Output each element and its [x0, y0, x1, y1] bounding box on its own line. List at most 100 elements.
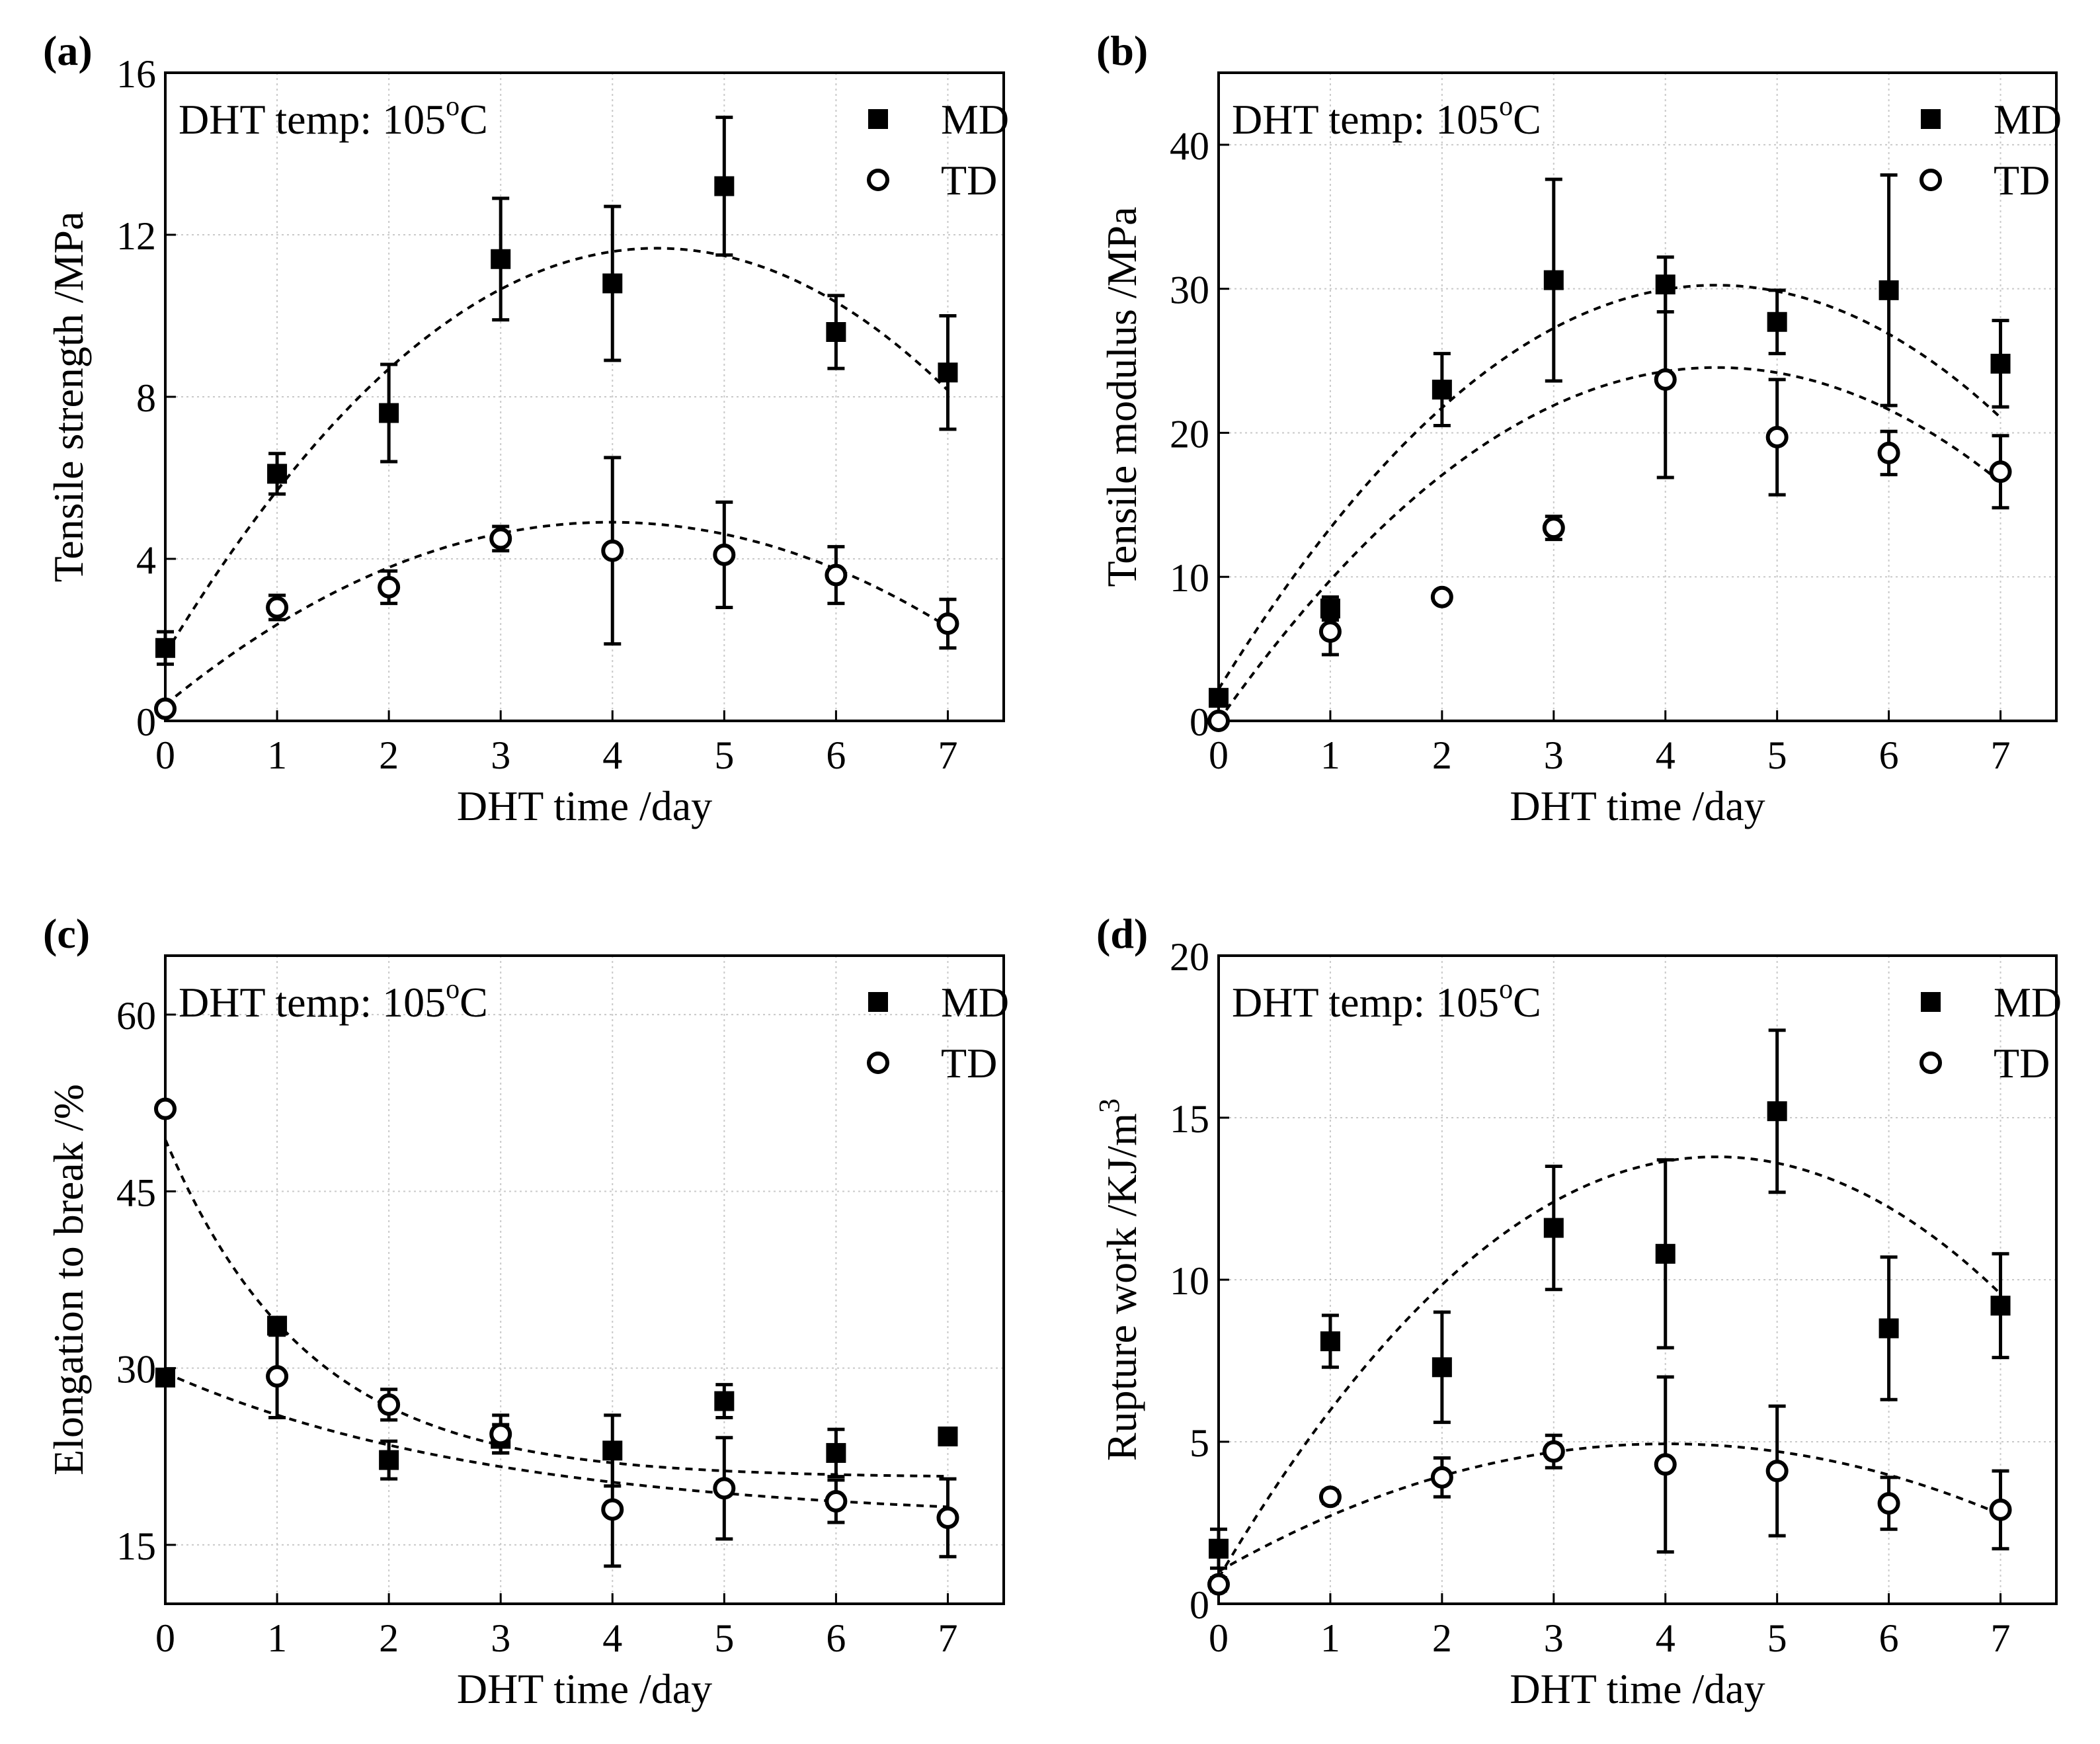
legend-marker-TD — [867, 169, 889, 191]
y-tick-label: 45 — [116, 1171, 156, 1214]
data-point-MD — [267, 464, 288, 484]
y-tick-label: 30 — [1170, 269, 1209, 312]
fit-curve-MD — [164, 1139, 948, 1478]
x-tick-label: 7 — [1991, 1616, 2011, 1660]
x-tick-label: 1 — [1320, 733, 1340, 777]
plot-frame — [1217, 71, 2058, 722]
fit-curve-TD — [165, 1371, 948, 1509]
y-axis-title: Rupture work /KJ/m3 — [1093, 1099, 1145, 1461]
fit-curve-MD — [1217, 284, 2001, 690]
data-point-MD — [1990, 353, 2011, 374]
data-point-MD — [1543, 1218, 1564, 1238]
x-tick-label: 2 — [1432, 1616, 1452, 1660]
data-point-MD — [1320, 1331, 1340, 1352]
y-tick-label: 0 — [1190, 1583, 1209, 1627]
y-tick-label: 15 — [116, 1524, 156, 1568]
temperature-annotation: DHT temp: 105oC — [179, 91, 488, 143]
data-point-MD — [491, 249, 511, 269]
data-point-MD — [1432, 380, 1452, 400]
data-point-MD — [267, 1315, 288, 1336]
data-point-TD — [1654, 368, 1677, 391]
y-tick-label: 0 — [1190, 700, 1209, 744]
y-tick-label: 20 — [1170, 935, 1209, 979]
x-tick-label: 1 — [267, 733, 287, 777]
data-point-TD — [825, 563, 848, 587]
data-point-TD — [266, 596, 289, 619]
y-tick-label: 60 — [116, 994, 156, 1038]
x-tick-label: 3 — [491, 1616, 510, 1660]
y-tick-label: 10 — [1170, 1259, 1209, 1303]
y-tick-label: 4 — [136, 538, 156, 582]
series-TD — [154, 456, 959, 720]
series-TD — [1207, 1375, 2012, 1596]
data-point-TD — [378, 575, 401, 599]
data-point-TD — [489, 1423, 512, 1446]
x-axis-title: DHT time /day — [1510, 1665, 1765, 1712]
data-point-MD — [155, 638, 175, 658]
temperature-annotation: DHT temp: 105oC — [1232, 974, 1541, 1026]
data-point-TD — [1765, 1460, 1789, 1483]
x-tick-label: 3 — [1544, 1616, 1564, 1660]
x-tick-label: 6 — [826, 1616, 846, 1660]
data-point-MD — [379, 403, 399, 423]
data-point-TD — [378, 1393, 401, 1416]
data-point-TD — [1989, 1498, 2012, 1521]
data-point-MD — [938, 1426, 958, 1446]
data-point-TD — [1654, 1453, 1677, 1476]
x-tick-label: 2 — [379, 733, 399, 777]
panel-label: (a) — [43, 27, 93, 74]
x-tick-label: 5 — [1767, 733, 1787, 777]
x-tick-label: 7 — [938, 733, 957, 777]
y-tick-label: 5 — [1190, 1421, 1209, 1465]
data-point-MD — [1878, 280, 1899, 300]
data-point-MD — [1878, 1318, 1899, 1339]
data-point-TD — [825, 1489, 848, 1513]
data-point-TD — [601, 1498, 624, 1521]
data-point-TD — [1207, 1573, 1230, 1596]
data-point-MD — [379, 1450, 399, 1470]
temperature-annotation: DHT temp: 105oC — [179, 974, 488, 1026]
panel-d: 0 1 2 3 4 5 6 7 0 5 10 15 20 DHT time /day Rupture wor… — [1093, 910, 2062, 1712]
x-tick-label: 4 — [602, 1616, 622, 1660]
x-tick-label: 1 — [1320, 1616, 1340, 1660]
legend-marker-TD — [867, 1052, 889, 1074]
y-tick-label: 16 — [116, 52, 156, 96]
x-tick-label: 7 — [938, 1616, 957, 1660]
data-point-TD — [713, 1477, 736, 1500]
x-tick-label: 3 — [491, 733, 510, 777]
x-tick-label: 6 — [826, 733, 846, 777]
data-point-TD — [1318, 1485, 1342, 1509]
x-tick-label: 4 — [1656, 1616, 1676, 1660]
data-point-TD — [1318, 620, 1342, 643]
legend-label-TD: TD — [1994, 157, 2050, 204]
x-tick-label: 0 — [155, 733, 175, 777]
series-TD — [154, 1097, 959, 1568]
x-tick-label: 4 — [1656, 733, 1676, 777]
panel-label: (b) — [1096, 27, 1148, 74]
x-tick-label: 5 — [714, 1616, 734, 1660]
panel-label: (c) — [43, 910, 90, 957]
data-point-MD — [826, 1442, 846, 1463]
y-tick-label: 40 — [1170, 124, 1209, 168]
legend-label-MD: MD — [941, 979, 1009, 1026]
data-point-MD — [1209, 688, 1229, 708]
data-point-TD — [489, 527, 512, 550]
plot-frame — [164, 954, 1005, 1605]
data-point-TD — [1207, 710, 1230, 732]
data-point-MD — [714, 1391, 735, 1411]
legend-marker-TD — [1919, 169, 1942, 191]
data-point-TD — [154, 697, 177, 720]
x-tick-label: 0 — [155, 1616, 175, 1660]
series-MD — [1209, 173, 2011, 708]
x-tick-label: 4 — [602, 733, 622, 777]
data-point-MD — [1543, 270, 1564, 290]
legend-label-TD: TD — [1994, 1040, 2050, 1087]
data-point-TD — [713, 543, 736, 566]
x-tick-label: 2 — [1432, 733, 1452, 777]
x-tick-label: 5 — [1767, 1616, 1787, 1660]
series-MD — [155, 1139, 958, 1488]
x-tick-label: 1 — [267, 1616, 287, 1660]
data-point-TD — [1430, 585, 1453, 608]
data-point-MD — [1655, 1243, 1676, 1264]
